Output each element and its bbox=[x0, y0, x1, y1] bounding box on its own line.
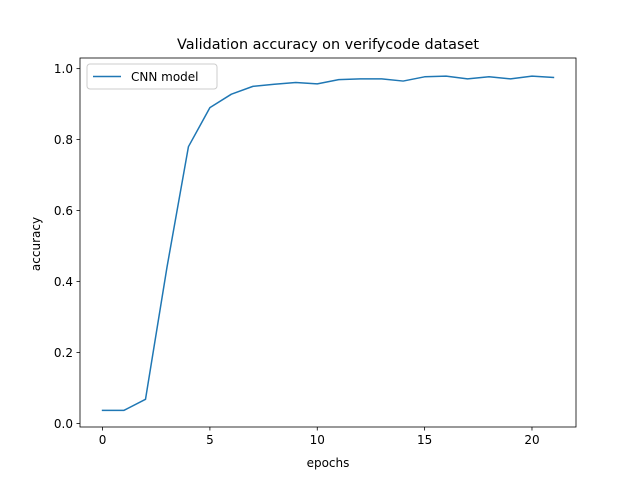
y-tick-label: 0.4 bbox=[54, 275, 73, 289]
y-tick-label: 0.0 bbox=[54, 417, 73, 431]
x-tick-label: 5 bbox=[206, 433, 214, 447]
series-line-0 bbox=[101, 75, 555, 412]
y-tick-label: 0.6 bbox=[54, 204, 73, 218]
axis-ticks: 0 5 10 15 20 0.0 0.2 0.4 0.6 0.8 1.0 bbox=[54, 62, 540, 447]
legend-label: CNN model bbox=[131, 70, 199, 84]
x-axis-label: epochs bbox=[307, 456, 350, 470]
x-tick-label: 0 bbox=[99, 433, 107, 447]
chart-title: Validation accuracy on verifycode datase… bbox=[177, 37, 479, 53]
y-axis-label: accuracy bbox=[29, 217, 43, 271]
x-tick-label: 20 bbox=[524, 433, 539, 447]
y-tick-label: 0.8 bbox=[54, 133, 73, 147]
y-tick-label: 1.0 bbox=[54, 62, 73, 76]
x-tick-label: 10 bbox=[310, 433, 325, 447]
legend: CNN model bbox=[86, 63, 218, 90]
y-tick-label: 0.2 bbox=[54, 346, 73, 360]
x-tick-label: 15 bbox=[417, 433, 432, 447]
plot-area bbox=[79, 57, 577, 428]
legend-frame bbox=[86, 63, 218, 90]
axes-frame bbox=[79, 57, 577, 428]
